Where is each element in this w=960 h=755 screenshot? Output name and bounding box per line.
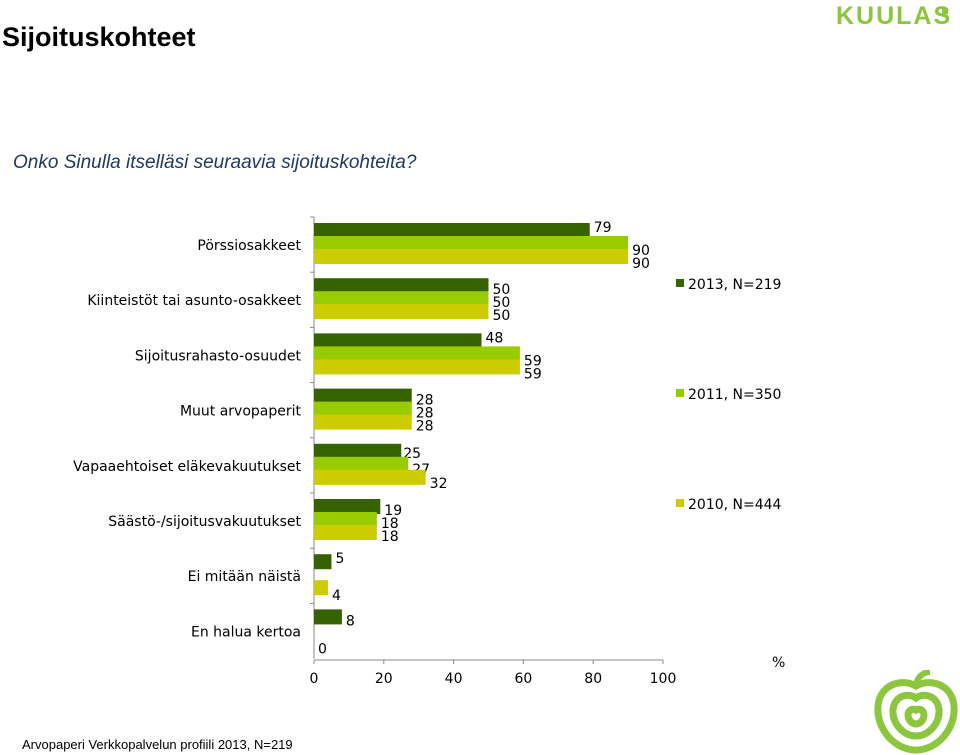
value-label-en-halua-kertoa-2013-n-219: 8 xyxy=(346,613,355,629)
bar-kiinteist-t-tai-asunto-osakkeet-2010-n-444 xyxy=(314,304,489,320)
category-label-ei-mit-n-n-ist: Ei mitään näistä xyxy=(188,569,301,585)
bar-p-rssiosakkeet-2013-n-219 xyxy=(314,223,590,238)
category-label-muut-arvopaperit: Muut arvopaperit xyxy=(180,404,302,420)
bar-kiinteist-t-tai-asunto-osakkeet-2011-n-350 xyxy=(314,291,489,307)
bar-s-st-sijoitusvakuutukset-2013-n-219 xyxy=(314,499,381,514)
bar-ei-mit-n-n-ist-2013-n-219 xyxy=(314,554,332,570)
apple-logo-icon xyxy=(874,670,958,754)
value-label-kiinteist-t-tai-asunto-osakkeet-2013-n-219: 50 xyxy=(493,282,511,298)
value-label-ei-mit-n-n-ist-2013-n-219: 5 xyxy=(335,551,344,567)
bar-p-rssiosakkeet-2010-n-444 xyxy=(314,249,629,264)
x-tick-label: 100 xyxy=(650,671,677,687)
value-label-p-rssiosakkeet-2011-n-350: 90 xyxy=(632,243,650,259)
kuulas-logo: KUULAS xyxy=(836,2,953,30)
category-label-p-rssiosakkeet: Pörssiosakkeet xyxy=(197,238,301,254)
x-tick-label: 60 xyxy=(514,671,532,687)
legend-label-2013-n-219: 2013, N=219 xyxy=(688,277,781,293)
bar-sijoitusrahasto-osuudet-2011-n-350 xyxy=(314,346,520,362)
value-label-p-rssiosakkeet-2010-n-444: 90 xyxy=(632,256,650,272)
category-label-kiinteist-t-tai-asunto-osakkeet: Kiinteistöt tai asunto-osakkeet xyxy=(87,293,301,309)
bar-muut-arvopaperit-2011-n-350 xyxy=(314,401,412,417)
bar-ei-mit-n-n-ist-2010-n-444 xyxy=(314,580,328,596)
axis-unit-label: % xyxy=(772,655,785,671)
value-label-kiinteist-t-tai-asunto-osakkeet-2010-n-444: 50 xyxy=(493,308,511,324)
x-tick-label: 20 xyxy=(375,671,393,687)
bar-p-rssiosakkeet-2011-n-350 xyxy=(314,236,629,251)
category-label-s-st-sijoitusvakuutukset: Säästö-/sijoitusvakuutukset xyxy=(108,514,301,530)
value-label-sijoitusrahasto-osuudet-2011-n-350: 59 xyxy=(524,353,542,369)
legend-label-2011-n-350: 2011, N=350 xyxy=(688,387,781,403)
value-label-muut-arvopaperit-2013-n-219: 28 xyxy=(416,393,434,409)
footer-note: Arvopaperi Verkkopalvelun profiili 2013,… xyxy=(22,737,293,752)
value-label-muut-arvopaperit-2011-n-350: 28 xyxy=(416,406,434,422)
value-label-s-st-sijoitusvakuutukset-2010-n-444: 18 xyxy=(381,529,399,545)
bar-muut-arvopaperit-2010-n-444 xyxy=(314,414,412,430)
value-label-kiinteist-t-tai-asunto-osakkeet-2011-n-350: 50 xyxy=(493,295,511,311)
bar-sijoitusrahasto-osuudet-2010-n-444 xyxy=(314,359,520,375)
bar-s-st-sijoitusvakuutukset-2010-n-444 xyxy=(314,525,377,540)
bar-en-halua-kertoa-2013-n-219 xyxy=(314,609,342,625)
legend-swatch-2013-n-219 xyxy=(676,279,684,287)
value-label-sijoitusrahasto-osuudet-2010-n-444: 59 xyxy=(524,366,542,382)
x-tick-label: 80 xyxy=(584,671,602,687)
legend-swatch-2010-n-444 xyxy=(676,499,684,507)
bar-vapaaehtoiset-el-kevakuutukset-2013-n-219 xyxy=(314,443,402,459)
logo-dot xyxy=(942,8,948,14)
value-label-muut-arvopaperit-2010-n-444: 28 xyxy=(416,419,434,435)
value-label-vapaaehtoiset-el-kevakuutukset-2010-n-444: 32 xyxy=(430,476,448,492)
survey-question: Onko Sinulla itselläsi seuraavia sijoitu… xyxy=(13,152,417,173)
legend-label-2010-n-444: 2010, N=444 xyxy=(688,497,782,513)
value-label-en-halua-kertoa-2010-n-444: 0 xyxy=(318,641,327,657)
value-label-s-st-sijoitusvakuutukset-2011-n-350: 18 xyxy=(381,516,399,532)
category-label-sijoitusrahasto-osuudet: Sijoitusrahasto-osuudet xyxy=(135,348,302,364)
value-label-s-st-sijoitusvakuutukset-2013-n-219: 19 xyxy=(384,503,402,519)
x-tick-label: 0 xyxy=(310,671,319,687)
category-label-vapaaehtoiset-el-kevakuutukset: Vapaaehtoiset eläkevakuutukset xyxy=(73,459,301,475)
legend-swatch-2011-n-350 xyxy=(676,389,684,397)
value-label-sijoitusrahasto-osuudet-2013-n-219: 48 xyxy=(486,330,504,346)
bar-sijoitusrahasto-osuudet-2013-n-219 xyxy=(314,333,482,349)
x-tick-label: 40 xyxy=(445,671,463,687)
bar-muut-arvopaperit-2013-n-219 xyxy=(314,388,412,404)
page-title: Sijoituskohteet xyxy=(2,22,196,52)
value-label-ei-mit-n-n-ist-2010-n-444: 4 xyxy=(332,588,341,604)
value-label-p-rssiosakkeet-2013-n-219: 79 xyxy=(594,220,612,236)
bar-s-st-sijoitusvakuutukset-2011-n-350 xyxy=(314,512,377,527)
category-label-en-halua-kertoa: En halua kertoa xyxy=(191,624,301,640)
bar-kiinteist-t-tai-asunto-osakkeet-2013-n-219 xyxy=(314,278,489,294)
bar-vapaaehtoiset-el-kevakuutukset-2010-n-444 xyxy=(314,469,426,485)
bar-vapaaehtoiset-el-kevakuutukset-2011-n-350 xyxy=(314,456,409,472)
